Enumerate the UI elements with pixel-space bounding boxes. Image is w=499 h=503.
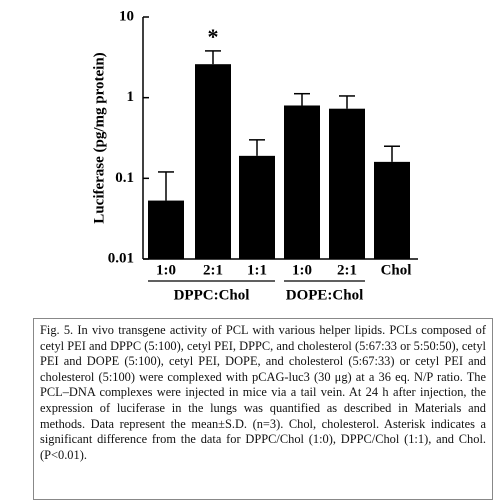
group-label: DPPC:Chol	[174, 287, 250, 303]
x-tick-label: Chol	[381, 262, 412, 278]
group-label: DOPE:Chol	[286, 287, 364, 303]
y-tick-label: 0.1	[115, 170, 134, 186]
y-tick-label: 0.01	[108, 250, 134, 266]
bar	[329, 108, 365, 259]
bar	[195, 64, 231, 260]
figure-caption: Fig. 5. In vivo transgene activity of PC…	[33, 318, 493, 500]
bar	[374, 161, 410, 259]
annotation: *	[208, 24, 219, 49]
x-tick-label: 1:0	[292, 262, 312, 278]
bar	[239, 155, 275, 259]
chart: Luciferase (pg/mg protein) 0.01 0.1 1 10 1:0…	[91, 8, 418, 303]
bar	[284, 105, 320, 260]
y-tick-label: 10	[119, 8, 134, 24]
y-tick-label: 1	[127, 89, 135, 105]
x-tick-label: 2:1	[203, 262, 223, 278]
y-axis-label: Luciferase (pg/mg protein)	[91, 52, 107, 223]
x-tick-label: 2:1	[337, 262, 357, 278]
x-tick-label: 1:1	[247, 262, 267, 278]
bar	[148, 200, 184, 259]
x-tick-label: 1:0	[156, 262, 176, 278]
